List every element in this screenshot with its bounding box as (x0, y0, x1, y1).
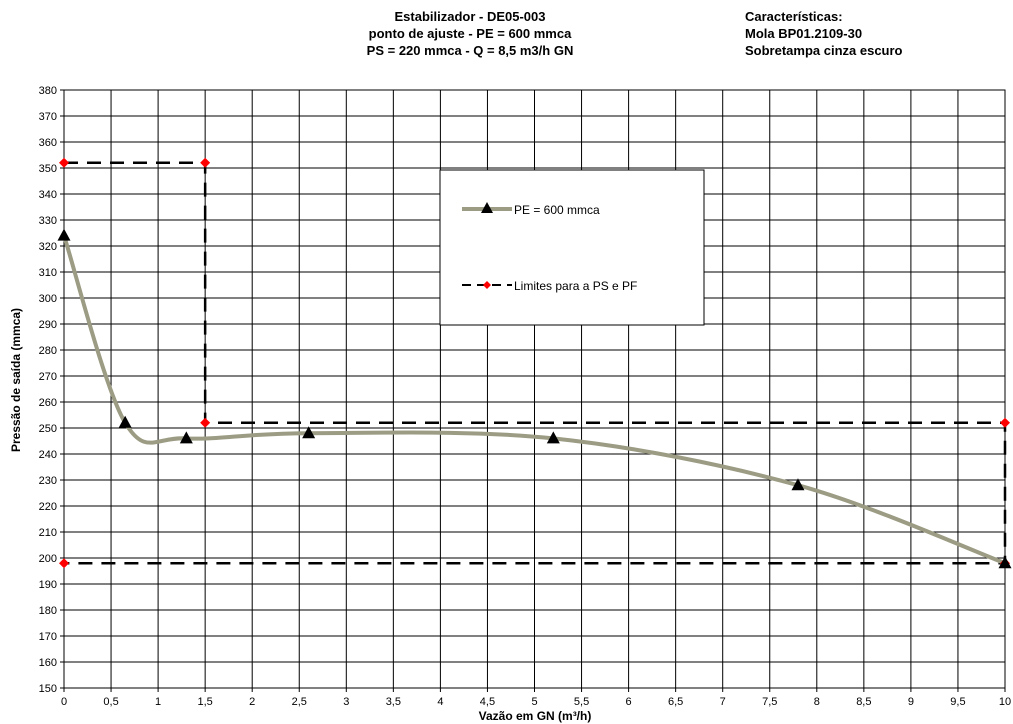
y-tick-label: 330 (39, 215, 57, 227)
legend-marker-diamond (483, 281, 491, 289)
legend-marker-triangle (481, 202, 493, 213)
x-tick-label: 7,5 (762, 696, 777, 708)
y-tick-label: 210 (39, 527, 57, 539)
x-tick-label: 8 (814, 696, 820, 708)
x-tick-label: 4 (437, 696, 443, 708)
pe-point-marker (546, 431, 560, 444)
y-axis-label: Pressão de saída (mmca) (9, 308, 23, 452)
y-tick-label: 320 (39, 241, 57, 253)
pe-point-marker (57, 228, 71, 241)
characteristics-line-1: Características: (745, 9, 843, 24)
y-tick-label: 380 (39, 85, 57, 97)
limit-point-marker (59, 558, 69, 569)
legend-label-limits: Limites para a PS e PF (514, 279, 637, 293)
x-tick-label: 1 (155, 696, 161, 708)
characteristics-line-2: Mola BP01.2109-30 (745, 26, 863, 41)
pe-point-marker (179, 431, 193, 444)
legend-label-pe: PE = 600 mmca (514, 203, 600, 217)
x-tick-label: 3 (343, 696, 349, 708)
y-tick-label: 230 (39, 475, 57, 487)
pe-point-marker (302, 426, 316, 439)
limit-point-marker (200, 157, 211, 168)
x-tick-label: 6,5 (668, 696, 683, 708)
pe-point-marker (118, 415, 132, 428)
x-tick-label: 1,5 (198, 696, 213, 708)
y-tick-label: 150 (39, 683, 57, 695)
y-tick-label: 250 (39, 423, 57, 435)
x-tick-label: 3,5 (386, 696, 401, 708)
y-tick-label: 340 (39, 189, 57, 201)
x-tick-label: 8,5 (856, 696, 871, 708)
x-tick-label: 0,5 (103, 696, 118, 708)
characteristics-block: Características: Mola BP01.2109-30 Sobre… (745, 8, 1005, 59)
x-tick-label: 5 (531, 696, 537, 708)
y-tick-label: 190 (39, 579, 57, 591)
x-axis-label: Vazão em GN (m³/h) (479, 709, 592, 723)
limits-line (64, 161, 1007, 565)
x-tick-label: 7 (720, 696, 726, 708)
y-tick-label: 350 (39, 163, 57, 175)
chart-title: Estabilizador - DE05-003 ponto de ajuste… (300, 8, 640, 59)
limit-point-marker (1000, 417, 1010, 428)
chart-title-line-3: PS = 220 mmca - Q = 8,5 m3/h GN (366, 43, 574, 58)
legend-box (439, 169, 705, 326)
x-tick-label: 9 (908, 696, 914, 708)
y-tick-label: 170 (39, 631, 57, 643)
y-tick-label: 290 (39, 319, 57, 331)
y-tick-label: 240 (39, 449, 57, 461)
y-tick-label: 220 (39, 501, 57, 513)
y-tick-label: 370 (39, 111, 57, 123)
x-tick-label: 2 (249, 696, 255, 708)
y-tick-label: 200 (39, 553, 57, 565)
x-tick-label: 10 (999, 696, 1011, 708)
chart-title-line-1: Estabilizador - DE05-003 (394, 9, 546, 24)
legend: PE = 600 mmca Limites para a PS e PF (439, 169, 705, 326)
y-tick-label: 310 (39, 267, 57, 279)
pe-point-marker (998, 556, 1012, 569)
y-tick-label: 360 (39, 137, 57, 149)
x-tick-label: 4,5 (480, 696, 495, 708)
y-tick-label: 260 (39, 397, 57, 409)
x-tick-label: 9,5 (950, 696, 965, 708)
y-tick-label: 270 (39, 371, 57, 383)
limit-point-marker (200, 417, 211, 428)
y-tick-label: 280 (39, 345, 57, 357)
x-tick-label: 6 (626, 696, 632, 708)
pe-point-marker (791, 478, 805, 491)
characteristics-line-3: Sobretampa cinza escuro (745, 43, 903, 58)
limit-point-marker (59, 157, 69, 168)
axes: 0 0,5 1 1,5 2 2,5 3 3,5 4 4,5 5 5,5 6 6,5 7 7,5 8 8,5 9 9,5… (39, 85, 1011, 708)
y-tick-label: 160 (39, 657, 57, 669)
y-tick-label: 300 (39, 293, 57, 305)
x-tick-label: 0 (61, 696, 67, 708)
series-area (57, 157, 1012, 569)
x-tick-label: 5,5 (574, 696, 589, 708)
x-tick-label: 2,5 (292, 696, 307, 708)
chart-title-line-2: ponto de ajuste - PE = 600 mmca (368, 26, 572, 41)
y-tick-label: 180 (39, 605, 57, 617)
